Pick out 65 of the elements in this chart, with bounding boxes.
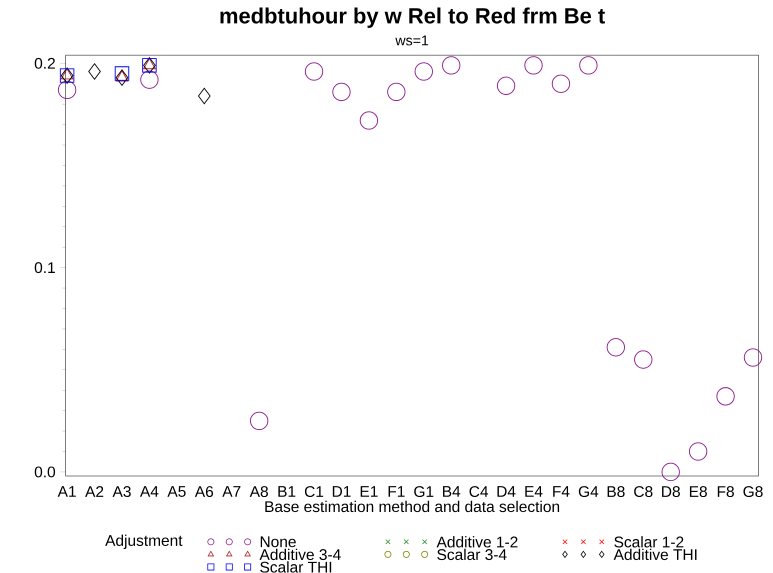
x-tick-label: C1: [304, 486, 324, 498]
point: [552, 74, 570, 94]
x-tick-label: A6: [194, 486, 214, 498]
x-tick-label: F1: [388, 486, 405, 497]
point: [58, 80, 76, 100]
point: [114, 66, 130, 81]
x-tick-label: A7: [222, 486, 240, 497]
point: [360, 112, 378, 130]
x-tick-label: E4: [525, 486, 543, 497]
x-axis-title: Base estimation method and data selection: [265, 500, 560, 512]
x-tick-label: B4: [443, 486, 460, 497]
x-tick-label: B1: [278, 486, 296, 497]
x-tick-label: B8: [608, 486, 625, 498]
point: [88, 63, 101, 80]
point: [304, 62, 324, 81]
point: [579, 56, 598, 75]
point: [116, 70, 128, 82]
point: [140, 70, 159, 89]
point: [250, 412, 268, 430]
legend-label: Scalar 1-2: [614, 536, 684, 548]
x-tick-label: G1: [414, 486, 434, 498]
y-tick-label: 0.0: [34, 466, 56, 478]
x-tick-label: F8: [718, 486, 734, 498]
x-tick-label: E8: [690, 486, 707, 498]
point: [634, 350, 652, 369]
x-tick-label: A5: [167, 486, 186, 498]
point: [387, 82, 406, 102]
legend-title: Adjustment: [105, 534, 182, 550]
x-tick-label: A2: [85, 486, 104, 498]
legend-label: Scalar THI: [260, 561, 332, 573]
point: [524, 56, 543, 75]
x-tick-label: F4: [553, 486, 570, 497]
x-tick-label: D4: [497, 486, 516, 497]
point: [442, 56, 460, 75]
legend-label: Additive 3-4: [260, 548, 341, 560]
point: [60, 68, 74, 80]
chart-title: medbtuhour by w Rel to Red frm Be t: [220, 8, 605, 28]
y-tick-label: 0.1: [34, 262, 55, 274]
point: [606, 338, 625, 357]
x-tick-label: D1: [332, 486, 351, 497]
legend-label: None: [260, 536, 296, 548]
x-tick-label: E1: [360, 486, 378, 497]
x-tick-label: G4: [578, 486, 598, 498]
chart-subtitle: ws=1: [395, 36, 428, 46]
point: [332, 82, 351, 102]
y-tick-label: 0.2: [34, 58, 55, 69]
point: [414, 62, 433, 81]
x-tick-label: A3: [112, 486, 131, 498]
point: [496, 76, 516, 96]
legend-label: Additive 1-2: [436, 536, 518, 548]
x-tick-label: A4: [140, 486, 158, 497]
point: [662, 462, 680, 482]
x-tick-label: A8: [250, 486, 268, 498]
point: [716, 387, 735, 406]
point: [744, 348, 762, 367]
point: [688, 442, 708, 461]
point: [116, 70, 128, 86]
x-tick-label: C4: [470, 486, 488, 498]
legend-label: Scalar 3-4: [437, 548, 507, 560]
point: [198, 88, 211, 104]
x-tick-label: A1: [58, 486, 76, 497]
x-tick-label: D8: [662, 486, 680, 498]
legend-label: Additive THI: [614, 548, 696, 560]
x-tick-label: G8: [743, 486, 763, 498]
x-tick-label: C8: [634, 486, 652, 498]
